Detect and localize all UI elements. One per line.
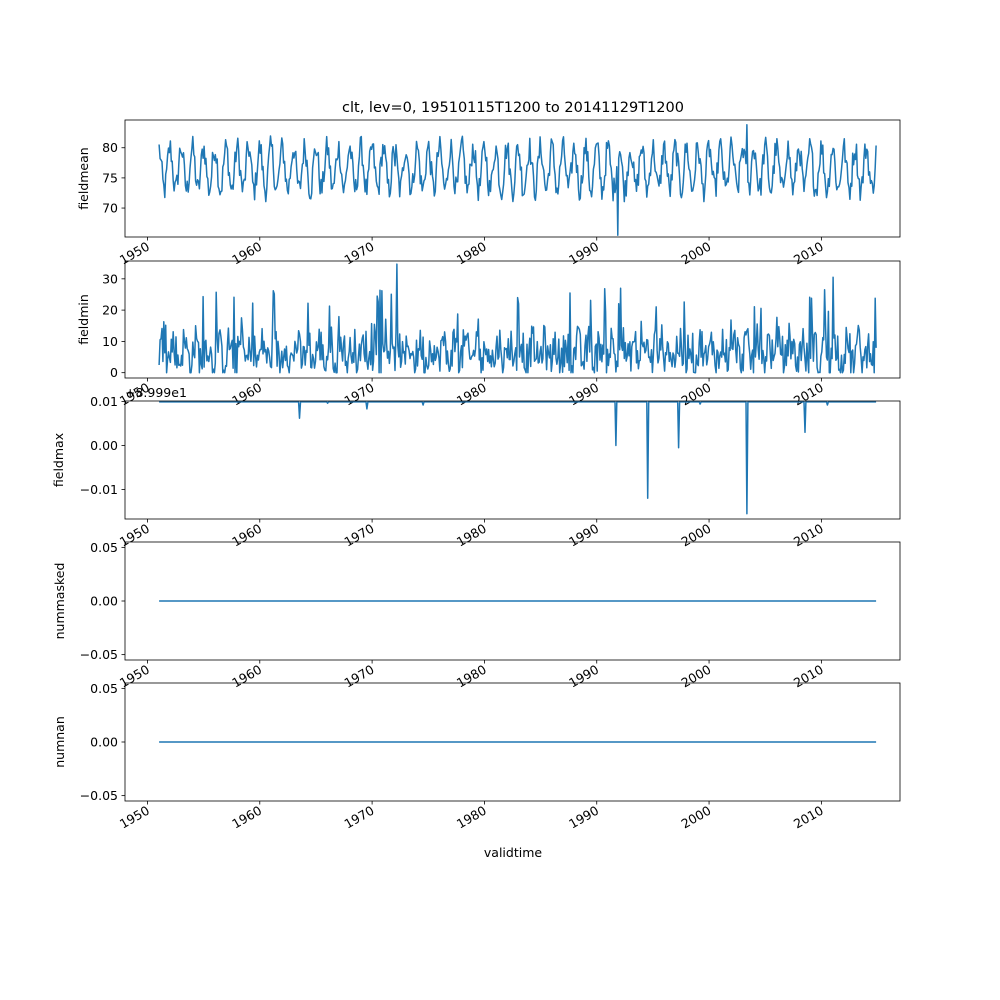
fieldmean-axis-label: fieldmean xyxy=(76,147,91,209)
numnan-ytick-label: 0.05 xyxy=(90,681,118,696)
fieldmin-series-line xyxy=(158,263,877,374)
numnan-ytick-label: 0.00 xyxy=(90,735,118,750)
fieldmean-series-line xyxy=(158,124,877,236)
fieldmax-axis-label: fieldmax xyxy=(51,433,66,487)
fieldmin-ytick-label: 20 xyxy=(102,303,118,318)
figure-title: clt, lev=0, 19510115T1200 to 20141129T12… xyxy=(342,100,684,116)
nummasked-ytick-label: 0.00 xyxy=(90,594,118,609)
nummasked-ytick-label: −0.05 xyxy=(80,647,118,662)
nummasked-ytick-label: 0.05 xyxy=(90,540,118,555)
numnan-axis-label: numnan xyxy=(52,716,67,768)
fieldmean-axes-frame xyxy=(124,119,901,238)
fieldmin-ytick-label: 30 xyxy=(102,271,118,286)
fieldmax-ytick-label: 0.00 xyxy=(90,438,118,453)
fieldmax-ytick-label: 0.01 xyxy=(90,394,118,409)
fieldmin-axis-label: fieldmin xyxy=(76,294,91,345)
nummasked-axis-label: nummasked xyxy=(52,563,67,640)
fieldmax-ytick-label: −0.01 xyxy=(80,482,118,497)
numnan-ytick-label: −0.05 xyxy=(80,788,118,803)
fieldmean-ytick-label: 80 xyxy=(102,140,118,155)
fieldmean-ytick-label: 70 xyxy=(102,201,118,216)
fieldmax-axes-frame xyxy=(124,400,901,520)
x-axis-label: validtime xyxy=(484,845,542,860)
fieldmin-ytick-label: 10 xyxy=(102,334,118,349)
fieldmin-axes-frame xyxy=(124,260,901,379)
fieldmean-ytick-label: 75 xyxy=(102,170,118,185)
fieldmax-series-line xyxy=(159,401,877,515)
fieldmax-offset-text: +8.999e1 xyxy=(125,385,187,400)
fieldmin-ytick-label: 0 xyxy=(110,365,118,380)
